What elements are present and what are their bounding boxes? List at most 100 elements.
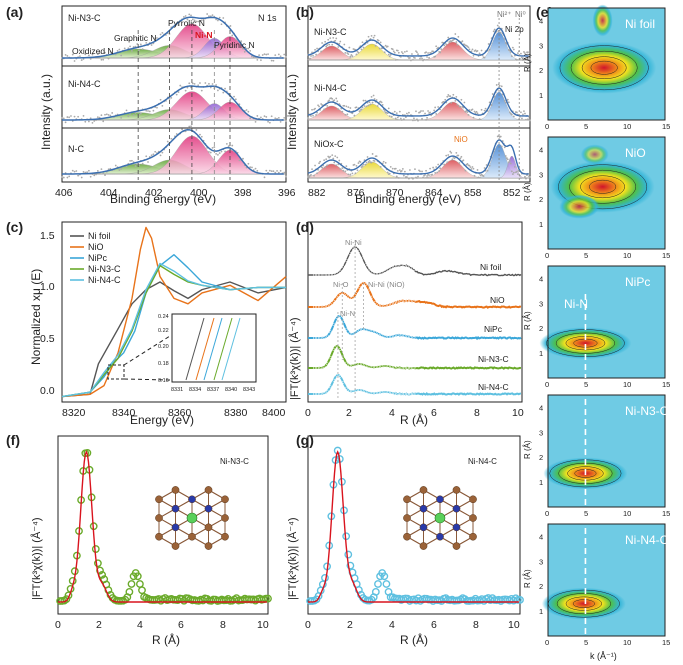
a-data-point — [251, 55, 253, 58]
d-series-line — [308, 344, 522, 370]
carbon-atom — [155, 495, 163, 504]
b-data-point — [328, 43, 331, 46]
b-data-point — [365, 105, 368, 108]
b-data-point — [522, 113, 524, 116]
panel-f: (f) Ni-N3-C R (Å) |FT(k³χ(k))| (Å⁻⁴) 0 2… — [6, 432, 272, 647]
b-data-point — [495, 84, 498, 86]
d-data-marker — [351, 332, 355, 336]
a-data-point — [256, 58, 259, 61]
panel-c-series — [61, 226, 287, 398]
a-data-point — [161, 151, 164, 154]
b-data-point — [428, 56, 430, 59]
a-data-point — [138, 113, 140, 116]
wt-ytick: 3 — [539, 41, 543, 50]
a-envelope — [61, 16, 284, 59]
fit-data-marker — [346, 561, 355, 570]
d-data-marker — [396, 264, 400, 268]
a-data-point — [77, 115, 80, 118]
wt-xtick: 0 — [545, 251, 549, 260]
d-data-marker — [322, 336, 326, 340]
b-data-point — [445, 154, 448, 157]
d-data-marker — [396, 333, 400, 337]
a-data-point — [188, 125, 191, 128]
a-data-point — [215, 84, 218, 86]
b-data-point — [426, 116, 428, 119]
a-data-point — [267, 53, 269, 56]
wt-contour — [572, 599, 595, 608]
panel-a-xticks: 406 404 402 400 398 396 — [55, 187, 296, 199]
a-data-point — [87, 169, 90, 172]
wt-ytick: 3 — [539, 299, 543, 308]
b-data-point — [376, 105, 379, 107]
d-data-marker — [351, 389, 355, 393]
wt-ytick: 1 — [539, 220, 543, 229]
a-data-point — [184, 89, 187, 92]
b-data-point — [372, 94, 375, 97]
b-data-point — [405, 50, 408, 53]
fit-data-marker — [125, 588, 134, 596]
d-data-marker — [390, 266, 393, 270]
a-data-point — [243, 50, 246, 53]
a-data-point — [100, 58, 103, 61]
a-envelope — [61, 128, 284, 175]
panel-d: (d) Ni foil NiO NiPc Ni-N3-C Ni-N4-C Ni-… — [288, 219, 524, 427]
panel-a-core: N 1s — [258, 13, 277, 23]
a-xtick: 400 — [190, 187, 208, 199]
b-data-point — [451, 158, 454, 161]
b-data-point — [447, 93, 450, 96]
b-data-point — [434, 55, 437, 58]
panel-a: (a) Ni-N3-C Ni-N4-C N-C N 1s Oxidized N … — [6, 4, 296, 206]
b-data-point — [527, 51, 529, 54]
inset-line — [203, 317, 223, 381]
fit-data-marker — [264, 594, 272, 603]
b-data-point — [434, 172, 437, 174]
b-data-point — [365, 161, 368, 164]
c-legend-label: Ni foil — [88, 231, 111, 241]
b-data-point — [316, 47, 318, 50]
a-data-point — [93, 174, 96, 177]
b-data-point — [409, 57, 411, 59]
b-data-point — [342, 169, 345, 172]
d-data-marker — [393, 391, 397, 395]
fit-data-marker — [94, 559, 102, 568]
wt-intensity — [580, 144, 609, 165]
a-data-point — [268, 121, 271, 124]
a-data-point — [277, 171, 280, 174]
a-data-point — [161, 104, 164, 107]
b-data-point — [445, 43, 448, 46]
b-data-point — [311, 168, 313, 171]
b-data-point — [471, 166, 474, 168]
c-xtick: 8340 — [112, 407, 136, 419]
a-data-point — [62, 176, 65, 179]
panel-b-trace-2: Ni-N4-C — [314, 83, 347, 93]
a-data-point — [242, 47, 244, 50]
wt-ytick: 1 — [539, 91, 543, 100]
b-data-point — [391, 167, 394, 170]
d-data-marker — [348, 364, 352, 367]
b-data-point — [344, 113, 347, 116]
wt-ylabel: R (Å) — [523, 53, 532, 72]
b-data-point — [529, 58, 531, 60]
b-data-point — [389, 53, 392, 56]
b-data-point — [521, 117, 523, 120]
b-data-point — [361, 41, 364, 44]
inset-xtick: 8340 — [225, 387, 237, 393]
peak-pyrrolic: Pyrrolic N — [168, 18, 205, 28]
b-data-point — [355, 164, 358, 167]
b-data-point — [375, 155, 378, 158]
b-data-point — [311, 108, 313, 111]
d-xtick: 6 — [431, 407, 437, 419]
a-data-point — [91, 53, 94, 56]
fit-data-marker — [133, 572, 142, 581]
b-data-point — [429, 111, 431, 114]
d-data-marker — [373, 391, 377, 395]
a-data-point — [197, 20, 200, 23]
a-data-point — [234, 38, 237, 41]
a-data-point — [104, 113, 106, 116]
b-data-point — [503, 146, 506, 149]
fit-data-marker — [371, 588, 380, 596]
a-data-point — [277, 53, 280, 56]
panel-g: (g) Ni-N4-C R (Å) |FT(k³χ(k))| (Å⁻⁴) 0 2… — [286, 432, 524, 647]
b-data-point — [335, 97, 338, 100]
b-data-point — [437, 106, 440, 108]
